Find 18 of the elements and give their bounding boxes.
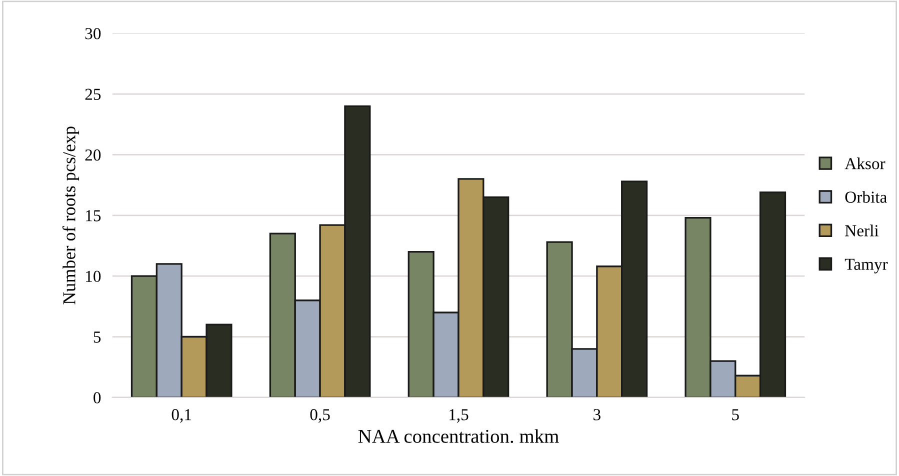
y-tick-label: 15 <box>86 210 101 222</box>
x-tick-label: 1,5 <box>450 409 468 423</box>
y-tick-label: 25 <box>85 88 101 100</box>
y-tick-label: 10 <box>86 270 101 282</box>
y-axis-title: Number of roots pcs/exp <box>62 126 80 304</box>
x-axis-title: NAA concentration. mkm <box>358 429 559 444</box>
x-tick-label: 3 <box>594 409 600 420</box>
y-tick-label: 5 <box>94 332 101 343</box>
legend-label: Tamyr <box>844 258 888 274</box>
y-tick-label: 30 <box>85 28 101 40</box>
legend-label: Aksor <box>844 158 886 170</box>
y-tick-label: 0 <box>94 392 101 404</box>
y-tick-label: 20 <box>85 149 101 161</box>
legend-label: Nerli <box>845 224 879 236</box>
legend-label: Orbita <box>845 191 887 203</box>
x-tick-label: 0,5 <box>310 409 330 423</box>
x-tick-label: 0,1 <box>172 409 192 423</box>
x-tick-label: 5 <box>732 409 739 420</box>
